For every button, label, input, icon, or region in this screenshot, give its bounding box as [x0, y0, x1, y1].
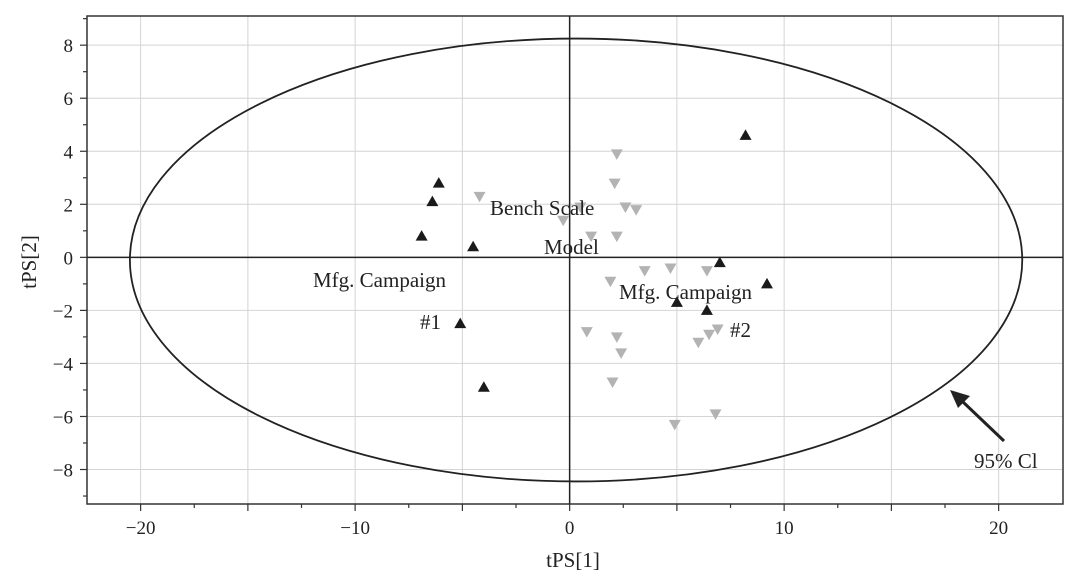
x-tick-label: −10: [340, 518, 370, 539]
point-triangle-up: [739, 129, 752, 140]
x-tick-label: 20: [989, 518, 1008, 539]
y-tick-label: −6: [53, 407, 73, 428]
point-triangle-up: [700, 304, 713, 315]
plot-frame: [86, 15, 1064, 505]
ci-arrow: [950, 390, 1006, 443]
y-tick-label: −8: [53, 461, 73, 482]
point-triangle-down: [615, 348, 628, 359]
point-triangle-up: [467, 240, 480, 252]
y-tick-label: 8: [64, 36, 74, 57]
label-campaign-1-number: #1: [420, 310, 441, 334]
x-axis-title: tPS[1]: [546, 548, 600, 572]
y-tick-label: 2: [64, 195, 74, 216]
point-triangle-up: [415, 230, 428, 241]
label-campaign-2: Mfg. Campaign: [619, 280, 752, 304]
point-triangle-down: [700, 266, 713, 277]
y-axis-title: tPS[2]: [17, 235, 41, 289]
y-tick-label: 6: [64, 89, 74, 110]
zero-axes: [87, 16, 1063, 504]
grid-lines: [87, 16, 1063, 504]
point-triangle-down: [580, 327, 593, 338]
point-triangle-down: [557, 215, 570, 227]
point-triangle-down: [692, 337, 705, 349]
label-bench-scale: Bench Scale: [490, 196, 594, 220]
x-tick-label: 0: [565, 518, 575, 539]
point-triangle-down: [709, 409, 722, 420]
point-triangle-down: [668, 419, 681, 431]
y-tick-label: −4: [53, 354, 74, 375]
point-triangle-down: [610, 332, 623, 343]
confidence-ellipse-95: [129, 37, 1024, 483]
label-campaign-2-number: #2: [730, 318, 751, 342]
point-triangle-down: [619, 202, 632, 213]
point-triangle-down: [630, 205, 643, 216]
score-points: [415, 129, 773, 431]
point-triangle-down: [711, 324, 724, 335]
point-triangle-down: [606, 377, 619, 388]
x-tick-label: 10: [775, 518, 794, 539]
y-tick-label: 0: [64, 248, 74, 269]
point-triangle-up: [426, 195, 439, 207]
point-triangle-down: [610, 231, 623, 243]
x-tick-label: −20: [126, 518, 156, 539]
point-triangle-down: [703, 329, 716, 341]
point-triangle-down: [610, 149, 623, 160]
label-campaign-1: Mfg. Campaign: [313, 268, 446, 292]
point-triangle-down: [608, 178, 621, 190]
point-triangle-up: [432, 177, 445, 188]
label-95-ci: 95% Cl: [974, 449, 1038, 473]
point-triangle-up: [760, 277, 773, 289]
point-triangle-down: [585, 231, 598, 243]
point-triangle-down: [604, 276, 617, 288]
point-triangle-up: [454, 317, 467, 329]
point-triangle-down: [473, 191, 486, 203]
point-triangle-up: [670, 296, 683, 307]
point-triangle-down: [574, 202, 587, 213]
label-model: Model: [544, 235, 599, 259]
y-tick-label: 4: [64, 142, 74, 163]
point-triangle-down: [638, 266, 651, 277]
point-triangle-up: [713, 256, 726, 268]
y-tick-label: −2: [53, 301, 73, 322]
point-triangle-down: [664, 263, 677, 274]
point-triangle-up: [477, 381, 490, 392]
